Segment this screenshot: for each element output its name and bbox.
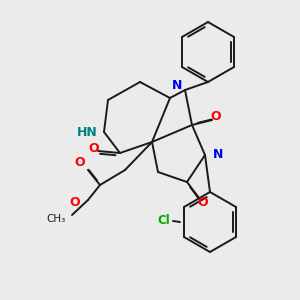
Text: N: N xyxy=(172,79,182,92)
Text: CH₃: CH₃ xyxy=(47,214,66,224)
Text: O: O xyxy=(75,157,85,169)
Text: Cl: Cl xyxy=(158,214,170,226)
Text: O: O xyxy=(211,110,221,124)
Text: O: O xyxy=(198,196,208,208)
Text: O: O xyxy=(69,196,80,208)
Text: N: N xyxy=(213,148,224,161)
Text: HN: HN xyxy=(77,125,98,139)
Text: O: O xyxy=(89,142,99,154)
